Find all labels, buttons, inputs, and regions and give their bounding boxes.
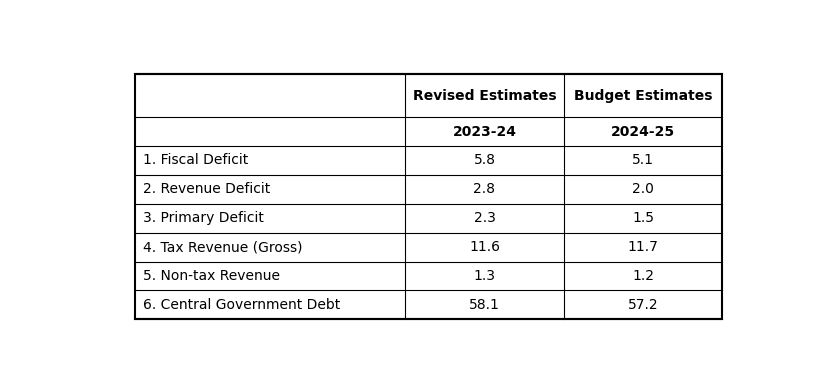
Text: 11.6: 11.6 (469, 240, 500, 254)
Text: 58.1: 58.1 (469, 298, 500, 312)
Text: Budget Estimates: Budget Estimates (574, 88, 713, 102)
Text: 11.7: 11.7 (628, 240, 658, 254)
Text: 1.5: 1.5 (632, 211, 654, 225)
Text: Revised Estimates: Revised Estimates (413, 88, 556, 102)
Text: 1. Fiscal Deficit: 1. Fiscal Deficit (143, 153, 248, 168)
Text: 3. Primary Deficit: 3. Primary Deficit (143, 211, 264, 225)
Text: 2023-24: 2023-24 (452, 124, 517, 139)
Text: 2.0: 2.0 (632, 182, 654, 196)
Text: 2024-25: 2024-25 (611, 124, 675, 139)
Text: 2. Revenue Deficit: 2. Revenue Deficit (143, 182, 269, 196)
Text: 4. Tax Revenue (Gross): 4. Tax Revenue (Gross) (143, 240, 302, 254)
Text: 5. Non-tax Revenue: 5. Non-tax Revenue (143, 269, 279, 283)
Text: 5.1: 5.1 (632, 153, 654, 168)
Text: 57.2: 57.2 (628, 298, 658, 312)
Text: 1.2: 1.2 (632, 269, 654, 283)
Text: 2.3: 2.3 (474, 211, 495, 225)
Text: 6. Central Government Debt: 6. Central Government Debt (143, 298, 339, 312)
Text: 1.3: 1.3 (474, 269, 495, 283)
Text: 5.8: 5.8 (474, 153, 495, 168)
Text: 2.8: 2.8 (474, 182, 495, 196)
